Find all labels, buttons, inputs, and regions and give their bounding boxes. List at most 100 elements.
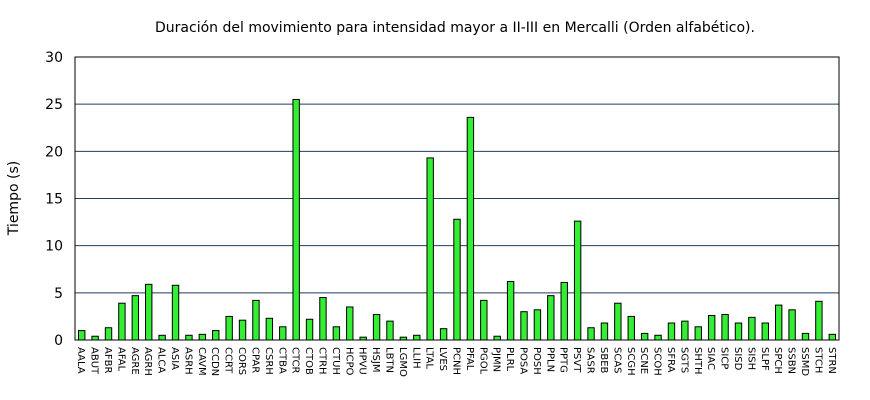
x-tick-label: CTUH xyxy=(330,347,341,375)
bar-ctcr xyxy=(292,98,300,341)
bar-scgh xyxy=(627,315,635,341)
y-tick-label: 5 xyxy=(54,286,63,302)
bar-afbr xyxy=(104,327,113,341)
y-tick-label: 25 xyxy=(45,97,63,113)
x-tick-label: AFAL xyxy=(115,347,126,372)
bar-pptg xyxy=(560,281,568,341)
x-tick-label: LTAL xyxy=(424,347,435,369)
bar-stch xyxy=(815,300,823,341)
x-tick-label: LLIH xyxy=(410,347,421,369)
bar-agre xyxy=(131,295,140,341)
bar-ssmd xyxy=(801,332,810,341)
bar-hsjm xyxy=(372,314,381,341)
x-tick-label: SHTH xyxy=(692,347,703,375)
y-tick-label: 10 xyxy=(45,239,63,255)
bar-pcnh xyxy=(453,218,461,341)
x-tick-label: LGMO xyxy=(397,347,408,377)
bar-sbeb xyxy=(600,322,609,341)
bar-hcpo xyxy=(346,306,354,341)
bar-spch xyxy=(774,304,783,341)
bar-cavm xyxy=(198,333,207,341)
bar-shth xyxy=(694,326,702,341)
bar-scoh xyxy=(654,334,662,341)
bar-lves xyxy=(439,328,448,341)
bar-pjmn xyxy=(493,335,501,341)
x-tick-label: PGOL xyxy=(477,347,488,375)
x-tick-label: CTOB xyxy=(303,347,314,375)
x-tick-label: SSBN xyxy=(786,347,797,374)
bar-pgol xyxy=(480,299,488,341)
x-tick-label: LVES xyxy=(437,347,448,371)
x-tick-label: CSRH xyxy=(263,347,274,375)
bar-ctrh xyxy=(319,297,327,341)
bar-asia xyxy=(171,284,180,341)
bar-csrh xyxy=(265,317,274,341)
x-tick-label: CTCR xyxy=(290,347,301,373)
x-tick-label: LBTN xyxy=(383,347,394,373)
x-tick-label: POSA xyxy=(518,347,529,374)
bar-scne xyxy=(640,332,649,341)
x-tick-label: STCH xyxy=(812,347,823,373)
x-tick-label: PLRL xyxy=(504,347,515,372)
bar-sfra xyxy=(667,322,676,341)
x-tick-label: PSVT xyxy=(571,347,582,373)
y-axis-ticks: 0 5 10 15 20 25 30 xyxy=(45,50,63,349)
bar-sicp xyxy=(721,314,729,341)
x-axis-ticks: AALA ABUT AFBR AFAL AGRE AGRH ALCA ASIA ASRH CAVM… xyxy=(75,347,837,377)
x-tick-label: PCNH xyxy=(451,347,462,375)
bar-psvt xyxy=(573,220,582,341)
x-tick-label: SFRA xyxy=(665,347,676,373)
x-tick-label: ASIA xyxy=(169,347,180,370)
bar-siac xyxy=(707,314,716,341)
x-tick-label: CORS xyxy=(236,347,247,375)
gridlines xyxy=(75,103,839,294)
bar-sish xyxy=(748,316,756,341)
bar-slpf xyxy=(761,322,769,341)
bar-posa xyxy=(520,311,528,341)
bar-afal xyxy=(118,302,126,341)
bar-strn xyxy=(828,333,836,341)
bar-sgts xyxy=(681,320,689,341)
x-tick-label: AGRE xyxy=(129,347,140,375)
plot-frame xyxy=(74,56,840,341)
y-tick-label: 15 xyxy=(45,192,63,208)
bar-cpar xyxy=(252,299,260,341)
x-tick-label: CPAR xyxy=(249,347,260,373)
x-tick-label: SCOH xyxy=(652,347,663,376)
bar-ctob xyxy=(305,318,314,341)
bar-alca xyxy=(158,334,166,341)
x-tick-label: SCAS xyxy=(611,347,622,374)
x-tick-label: SCNE xyxy=(638,347,649,374)
y-tick-label: 0 xyxy=(54,333,63,349)
x-tick-label: SCGH xyxy=(625,347,636,376)
bar-ppln xyxy=(547,295,555,341)
bar-posh xyxy=(533,309,542,341)
bar-ssbn xyxy=(788,309,796,341)
x-tick-label: PPTG xyxy=(558,347,569,373)
x-tick-label: SSMD xyxy=(799,347,810,376)
x-tick-label: HPVU xyxy=(357,347,368,375)
x-tick-label: SISD xyxy=(732,347,743,371)
bar-sisd xyxy=(734,322,743,341)
x-tick-label: HSJM xyxy=(370,347,381,372)
x-tick-label: SGTS xyxy=(678,347,689,373)
x-tick-label: STRN xyxy=(826,347,837,374)
x-tick-label: CCRT xyxy=(223,347,234,374)
x-tick-label: CAVM xyxy=(196,347,207,376)
bars xyxy=(78,98,836,341)
bar-aala xyxy=(78,330,86,341)
bar-agrh xyxy=(145,283,153,341)
x-tick-label: ABUT xyxy=(89,347,100,375)
bar-abut xyxy=(91,335,99,341)
chart-title: Duración del movimiento para intensidad … xyxy=(155,20,755,36)
x-tick-label: AGRH xyxy=(142,347,153,376)
y-tick-label: 20 xyxy=(45,144,63,160)
bar-scas xyxy=(614,302,622,341)
x-tick-label: PJMN xyxy=(491,347,502,372)
bar-pfal xyxy=(466,116,475,341)
x-tick-label: AALA xyxy=(75,347,86,374)
x-tick-label: SPCH xyxy=(772,347,783,374)
bar-llih xyxy=(413,334,421,341)
bar-cors xyxy=(238,319,247,341)
